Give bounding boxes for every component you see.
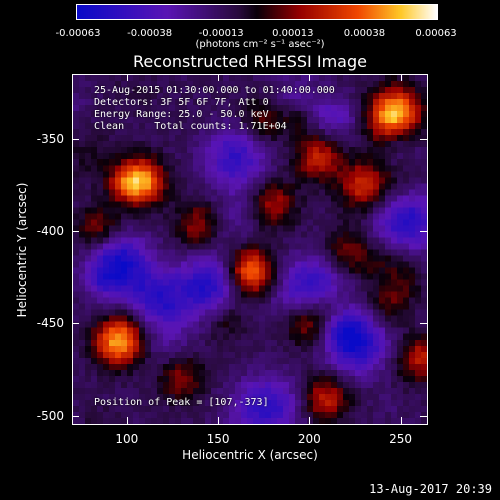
y-axis-label: Heliocentric Y (arcsec) <box>15 182 29 318</box>
info-energy-range: Energy Range: 25.0 - 50.0 keV <box>94 109 269 120</box>
y-tick-label: -400 <box>36 224 64 239</box>
y-tick-mark <box>420 323 427 325</box>
x-tick-mark <box>400 74 402 81</box>
info-peak-position: Position of Peak = [107,-373] <box>94 397 269 408</box>
y-tick-label: -500 <box>36 408 64 423</box>
x-tick-label: 100 <box>115 432 139 446</box>
colorbar-units: (photons cm⁻² s⁻¹ asec⁻²) <box>195 39 325 50</box>
x-tick-mark <box>309 74 311 81</box>
x-tick-mark <box>400 417 402 424</box>
colorbar-tick-label: 0.00038 <box>343 28 386 39</box>
colorbar-tick-label: 0.00013 <box>272 28 314 39</box>
y-tick-label: -450 <box>36 316 64 331</box>
x-tick-label: 200 <box>297 432 321 446</box>
plot-title: Reconstructed RHESSI Image <box>133 52 367 71</box>
colorbar-tick-label: 0.00063 <box>415 28 457 39</box>
x-axis-label: Heliocentric X (arcsec) <box>182 448 318 462</box>
y-tick-mark <box>72 138 79 140</box>
x-tick-label: 250 <box>389 432 413 446</box>
y-tick-mark <box>420 138 427 140</box>
colorbar <box>76 4 438 20</box>
x-tick-label: 150 <box>206 432 230 446</box>
footer-timestamp: 13-Aug-2017 20:39 <box>369 482 492 496</box>
colorbar-tick-label: -0.00063 <box>55 28 101 39</box>
info-time-range: 25-Aug-2015 01:30:00.000 to 01:40:00.000 <box>94 85 335 96</box>
y-tick-mark <box>72 231 79 233</box>
x-tick-mark <box>126 417 128 424</box>
y-tick-mark <box>72 323 79 325</box>
y-tick-label: -350 <box>36 131 64 146</box>
x-tick-mark <box>218 74 220 81</box>
plot-frame <box>72 74 428 425</box>
x-tick-mark <box>309 417 311 424</box>
info-detectors: Detectors: 3F 5F 6F 7F, Att 0 <box>94 97 269 108</box>
y-tick-mark <box>420 231 427 233</box>
x-tick-mark <box>218 417 220 424</box>
info-clean-counts: Clean Total counts: 1.71E+04 <box>94 121 287 132</box>
heatmap-image <box>73 75 427 424</box>
colorbar-tick-label: -0.00038 <box>127 28 173 39</box>
x-tick-mark <box>126 74 128 81</box>
colorbar-tick-label: -0.00013 <box>198 28 244 39</box>
y-tick-mark <box>420 415 427 417</box>
y-tick-mark <box>72 415 79 417</box>
